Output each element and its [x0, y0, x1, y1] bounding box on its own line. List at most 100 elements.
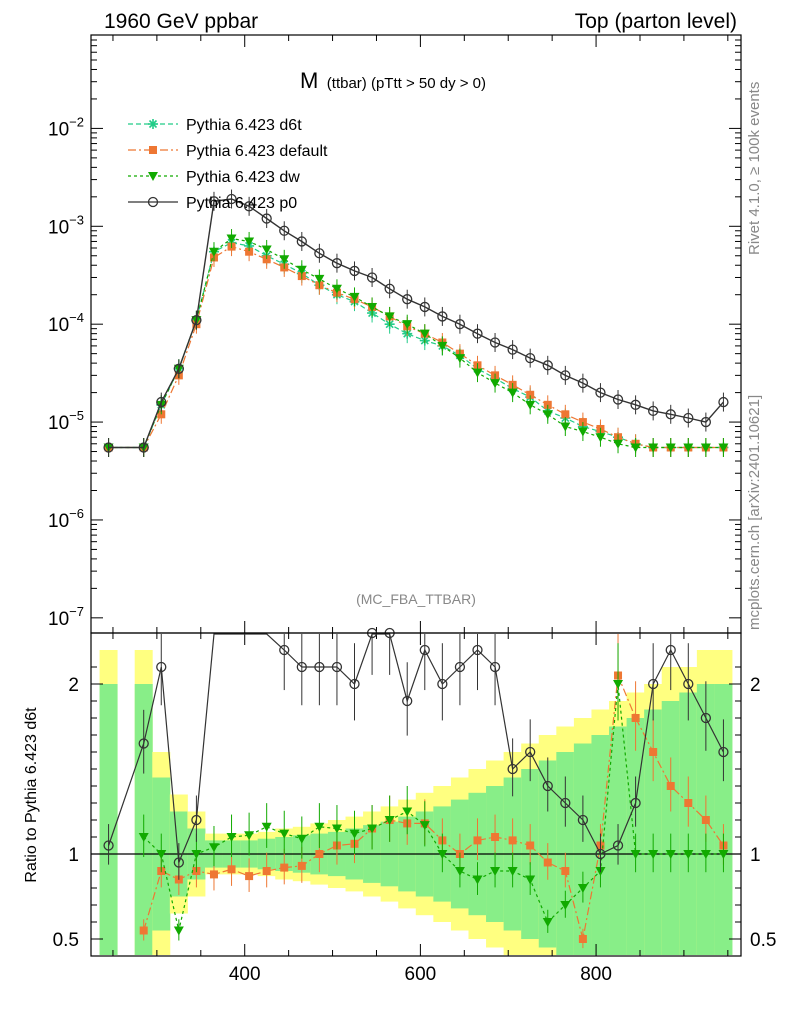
ratio-series-line [143, 675, 724, 940]
point-circle [683, 678, 694, 690]
point-square [315, 850, 324, 858]
point-triangle [208, 247, 219, 257]
point-square [297, 861, 306, 870]
point-triangle [630, 850, 641, 859]
point-circle [525, 352, 536, 364]
point-circle [472, 644, 483, 656]
point-circle [437, 311, 448, 322]
point-triangle [542, 410, 553, 420]
point-circle [191, 814, 202, 826]
point-circle [243, 201, 255, 212]
point-triangle [419, 329, 430, 339]
point-square [149, 146, 157, 154]
point-triangle [331, 284, 342, 294]
point-circle [156, 396, 167, 408]
analysis-label: (MC_FBA_TTBAR) [356, 591, 476, 607]
point-circle [612, 394, 624, 405]
point-circle [208, 196, 220, 207]
series-line [108, 242, 724, 449]
point-square [473, 836, 482, 845]
legend-label-d6t: Pythia 6.423 d6t [186, 117, 302, 134]
point-circle [402, 695, 413, 707]
point-triangle [437, 850, 448, 859]
point-square [491, 833, 500, 841]
point-circle [648, 678, 659, 690]
point-triangle [525, 400, 536, 410]
point-circle [147, 196, 159, 208]
plot-title-sub: (ttbar) (pTtt > 50 dy > 0) [327, 75, 486, 92]
point-star [148, 119, 158, 129]
point-circle [279, 644, 290, 656]
ratio-panel: 0.5 0.5 1 1 2 2 400 600 800 Ratio to Pythia 6.42… [23, 627, 776, 985]
point-circle [612, 840, 624, 851]
point-triangle [507, 867, 518, 876]
ratio-y-tick-label-left: 2 [68, 675, 79, 696]
band-green [644, 709, 663, 955]
point-square [262, 255, 271, 264]
point-triangle [244, 831, 255, 841]
point-square [262, 867, 271, 875]
point-triangle [279, 829, 290, 839]
point-square [578, 935, 587, 943]
ratio-y-tick-label-right: 1 [750, 845, 761, 866]
point-square [526, 841, 535, 850]
point-circle [630, 399, 641, 410]
y-tick-label: 10−4 [48, 310, 84, 336]
point-circle [507, 763, 518, 775]
energy-title: 1960 GeV ppbar [104, 10, 258, 33]
point-circle [384, 283, 395, 294]
series-p0 [103, 189, 729, 457]
point-triangle [296, 265, 307, 275]
point-circle [560, 370, 571, 381]
process-title: Top (parton level) [575, 10, 737, 33]
point-square [561, 867, 570, 875]
point-circle [454, 661, 466, 673]
point-triangle [595, 433, 606, 443]
point-triangle [560, 901, 571, 910]
point-triangle [148, 172, 158, 181]
x-tick-label: 600 [405, 964, 437, 985]
series-d6t [103, 233, 729, 457]
point-triangle [648, 850, 659, 859]
ratio-series [103, 627, 729, 949]
point-circle [103, 840, 114, 851]
band-green [573, 743, 592, 955]
series-default [104, 237, 728, 457]
point-circle [138, 738, 149, 749]
point-circle [191, 314, 202, 326]
main-panel: 10−7 10−6 10−5 10−4 10−3 10−2 M (ttbar) (pTtt… [48, 34, 742, 634]
point-square [666, 782, 675, 790]
series-line [108, 245, 724, 449]
point-square [701, 816, 710, 824]
ratio-y-tick-label-right: 0.5 [750, 930, 776, 951]
point-triangle [367, 824, 378, 834]
point-circle [683, 412, 694, 424]
point-triangle [208, 843, 219, 853]
point-triangle [138, 833, 149, 842]
y-tick-label: 10−5 [48, 408, 84, 434]
point-circle [542, 360, 553, 371]
y-tick-label: 10−3 [48, 212, 84, 238]
point-circle [314, 248, 325, 259]
point-triangle [226, 833, 237, 842]
point-triangle [525, 875, 536, 885]
point-circle [103, 442, 114, 453]
point-circle [226, 193, 237, 205]
plot-title-main: M [300, 68, 318, 93]
point-triangle [683, 850, 694, 859]
point-square [209, 870, 218, 879]
point-triangle [630, 443, 641, 453]
point-circle [349, 265, 360, 277]
point-circle [665, 644, 676, 656]
point-triangle [402, 807, 413, 817]
point-triangle [191, 850, 202, 859]
point-triangle [402, 320, 413, 330]
point-circle [156, 661, 167, 673]
ratio-frame [90, 632, 742, 957]
point-circle [296, 236, 307, 247]
point-triangle [296, 834, 307, 844]
point-square [631, 714, 640, 722]
point-square [280, 863, 289, 872]
point-circle [577, 814, 589, 826]
